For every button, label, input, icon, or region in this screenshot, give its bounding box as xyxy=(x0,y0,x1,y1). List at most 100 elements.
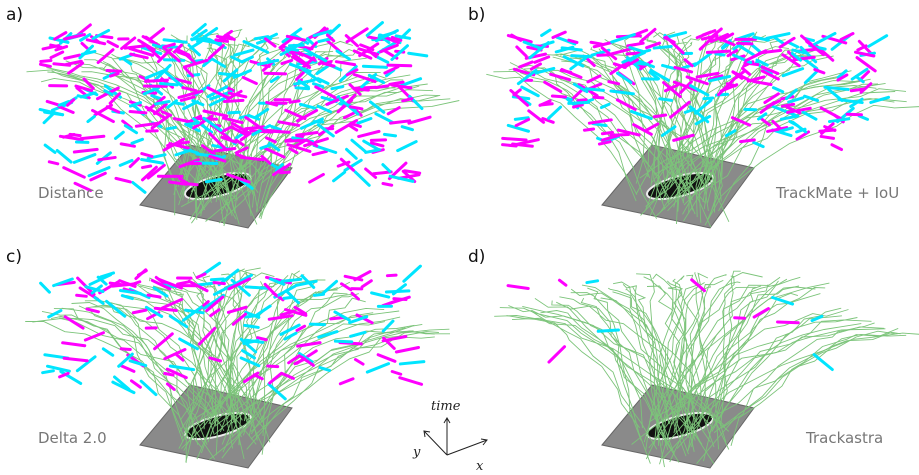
error-segment xyxy=(398,142,417,151)
error-segment xyxy=(759,114,766,119)
error-segment xyxy=(148,295,160,297)
error-segment xyxy=(587,281,598,283)
error-segment xyxy=(88,116,95,121)
error-segment xyxy=(350,107,362,109)
error-segment xyxy=(43,371,54,373)
error-segment xyxy=(99,157,115,159)
error-segment xyxy=(340,379,353,384)
error-segment xyxy=(529,111,544,122)
error-segment xyxy=(569,102,589,103)
error-segment xyxy=(310,174,324,182)
error-segment xyxy=(229,112,240,113)
error-segment xyxy=(859,116,867,120)
axis-widget xyxy=(424,418,487,455)
error-segment xyxy=(170,366,193,370)
error-segment xyxy=(61,372,81,384)
error-segment xyxy=(384,134,395,135)
error-segment xyxy=(265,73,286,74)
error-segment xyxy=(164,60,183,61)
error-segment xyxy=(131,54,148,58)
error-segment xyxy=(298,343,321,347)
error-segment xyxy=(821,108,840,118)
error-segment xyxy=(371,140,385,141)
error-segment xyxy=(197,274,205,277)
error-segment xyxy=(108,42,117,47)
error-segment xyxy=(336,62,354,65)
error-segment xyxy=(821,136,833,138)
error-segment xyxy=(347,149,357,158)
error-segment xyxy=(593,124,606,126)
error-segment xyxy=(578,100,586,101)
error-segment xyxy=(132,139,143,143)
error-segment xyxy=(49,311,61,317)
error-segment xyxy=(387,275,396,276)
panel-label: b) xyxy=(468,5,485,25)
error-segment xyxy=(829,119,848,122)
error-segment xyxy=(392,371,401,374)
error-segment xyxy=(586,89,603,91)
error-segment xyxy=(400,362,424,364)
error-segment xyxy=(767,34,789,39)
error-segment xyxy=(85,333,103,340)
error-segment xyxy=(628,43,644,46)
error-segment xyxy=(654,47,671,49)
error-segment xyxy=(243,351,255,358)
error-segment xyxy=(735,318,745,319)
error-segment xyxy=(149,29,163,40)
error-segment xyxy=(754,143,763,147)
error-segment xyxy=(323,281,337,293)
error-segment xyxy=(647,124,658,130)
error-segment xyxy=(103,349,112,355)
error-segment xyxy=(211,279,223,280)
error-segment xyxy=(704,98,713,99)
error-segment xyxy=(858,46,866,50)
error-segment xyxy=(332,87,343,89)
error-segment xyxy=(279,122,299,126)
error-segment xyxy=(138,271,146,275)
error-segment xyxy=(535,57,549,62)
error-segment xyxy=(300,104,314,108)
error-segment xyxy=(286,140,304,141)
error-segment xyxy=(122,296,132,299)
error-segment xyxy=(654,115,665,117)
error-segment xyxy=(214,283,224,284)
error-segment xyxy=(601,104,609,107)
error-segment xyxy=(81,136,104,138)
error-segment xyxy=(404,266,421,281)
error-segment xyxy=(598,55,612,56)
error-segment xyxy=(175,103,183,104)
error-segment xyxy=(773,88,782,92)
error-segment xyxy=(358,118,371,123)
error-segment xyxy=(660,99,672,101)
error-segment xyxy=(54,64,70,65)
error-segment xyxy=(243,77,256,83)
method-name: Distance xyxy=(38,184,104,202)
error-segment xyxy=(367,364,388,372)
error-segment xyxy=(281,172,289,173)
figure: a) b) c) d) Distance TrackMate + IoU Del… xyxy=(0,0,919,475)
error-segment xyxy=(121,349,130,350)
error-segment xyxy=(552,96,565,97)
error-segment xyxy=(141,381,156,394)
error-segment xyxy=(814,355,832,370)
error-segment xyxy=(359,131,379,136)
error-segment xyxy=(754,309,768,317)
error-segment xyxy=(98,50,113,63)
error-segment xyxy=(738,43,752,44)
error-segment xyxy=(396,347,418,352)
error-segment xyxy=(362,281,371,287)
error-segment xyxy=(522,87,538,96)
error-segment xyxy=(549,107,561,118)
error-segment xyxy=(246,287,269,289)
error-segment xyxy=(391,121,410,123)
error-segment xyxy=(517,47,526,56)
error-segment xyxy=(116,178,130,182)
method-name: Delta 2.0 xyxy=(38,429,107,447)
error-segment xyxy=(64,168,85,178)
error-segment xyxy=(57,150,71,162)
error-segment xyxy=(832,145,842,150)
error-segment xyxy=(355,360,363,365)
error-segment xyxy=(77,295,87,296)
error-segment xyxy=(402,127,412,130)
error-segment xyxy=(820,130,835,131)
